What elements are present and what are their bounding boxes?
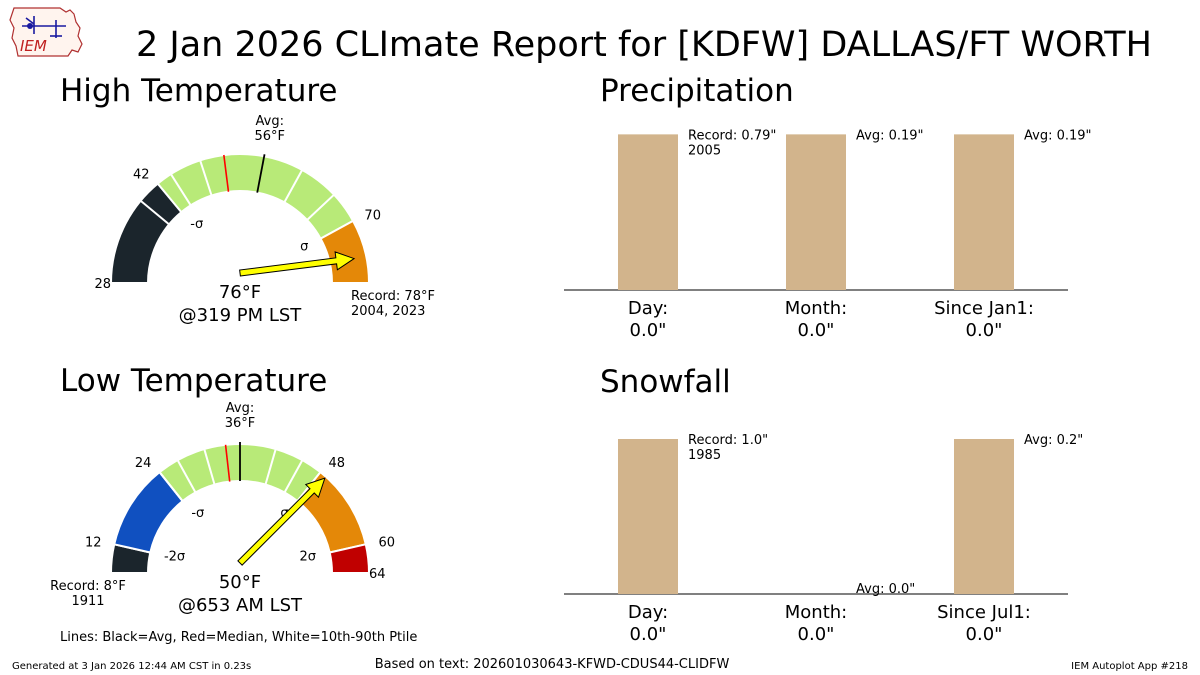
ptile-line [203, 448, 216, 485]
tick-label: 60 [378, 535, 395, 550]
snow-title: Snowfall [600, 364, 731, 400]
record-label: Record: 78°F 2004, 2023 [351, 289, 435, 319]
ptile-line [283, 459, 304, 493]
record-label: Record: 8°F 1911 [50, 579, 126, 609]
observed-needle [237, 477, 326, 566]
bar-annotation: Avg: 0.19" [856, 128, 924, 143]
category-label: Since Jan1: 0.0" [934, 298, 1034, 341]
gauge-band-normal [156, 153, 355, 241]
sigma-label: σ [280, 506, 288, 521]
avg-line [256, 154, 266, 193]
snow-chart: Record: 1.0" 1985 Day: 0.0" Avg: 0.0" Month: 0… [564, 433, 1083, 645]
observed-value: 50°F [219, 572, 261, 593]
bar [618, 439, 678, 594]
precip-chart: Record: 0.79" 2005 Day: 0.0" Avg: 0.19" Month… [564, 128, 1092, 341]
tick-label: 70 [364, 209, 381, 224]
sigma-label: -σ [190, 217, 203, 232]
bar-annotation: Record: 0.79" 2005 [688, 128, 776, 158]
category-label: Day: 0.0" [628, 602, 668, 645]
median-line [224, 444, 231, 482]
page-title: 2 Jan 2026 CLImate Report for [KDFW] DAL… [136, 25, 1152, 65]
ptile-line [176, 459, 197, 493]
avg-label: Avg: 36°F [225, 401, 256, 431]
bar [954, 134, 1014, 290]
low-temp-gauge: Avg: 36°F 12 24 48 60 64 -σ -2σ σ 2σ 50°F@653 AM LS… [50, 401, 395, 616]
iem-logo: IEM [9, 7, 83, 57]
observed-value: 76°F [219, 282, 261, 303]
high-temp-title: High Temperature [60, 73, 337, 109]
sigma-label: σ [300, 239, 308, 254]
ptile-line [264, 448, 277, 485]
category-label: Since Jul1: 0.0" [937, 602, 1031, 645]
tick-label: 28 [94, 277, 111, 292]
low-temp-title: Low Temperature [60, 363, 327, 399]
observed-needle [239, 251, 356, 277]
footer-app: IEM Autoplot App #218 [1071, 661, 1188, 672]
bar-annotation: Avg: 0.2" [1024, 433, 1083, 448]
tick-label: 12 [85, 535, 102, 550]
gauge-band-above_1sigma [319, 219, 371, 284]
ptile-line [283, 169, 304, 203]
sigma-label: -2σ [164, 550, 185, 565]
sigma-label: -σ [191, 506, 204, 521]
category-label: Month: 0.0" [785, 298, 847, 341]
sigma-label: 2σ [300, 550, 317, 565]
ptile-line [199, 160, 213, 196]
bar [954, 439, 1014, 594]
precip-title: Precipitation [600, 73, 794, 109]
category-label: Month: 0.0" [785, 602, 847, 645]
bar [618, 134, 678, 290]
ptile-line [158, 471, 184, 502]
bar-annotation: Avg: 0.0" [856, 582, 915, 597]
logo-text: IEM [20, 37, 47, 55]
avg-label: Avg: 56°F [255, 114, 286, 144]
tick-label: 24 [135, 456, 152, 471]
ptile-line [170, 173, 192, 206]
footer-source: Based on text: 202601030643-KFWD-CDUS44-… [375, 657, 730, 672]
high-temp-gauge: Avg: 56°F 28 42 70 -σ σ 76°F@319 PM LST Record: … [94, 114, 435, 326]
median-line [223, 154, 230, 192]
footer-generated: Generated at 3 Jan 2026 12:44 AM CST in … [12, 661, 251, 672]
observed-time: @653 AM LST [178, 595, 303, 616]
gauge-band-above_2sigma [328, 543, 371, 574]
tick-label: 42 [133, 168, 150, 183]
ptile-line [139, 200, 170, 226]
category-label: Day: 0.0" [628, 298, 668, 341]
tick-label: 64 [369, 567, 386, 582]
tick-label: 48 [329, 456, 346, 471]
observed-time: @319 PM LST [179, 305, 303, 326]
bar [786, 134, 846, 290]
bar-annotation: Avg: 0.19" [1024, 128, 1092, 143]
lines-legend: Lines: Black=Avg, Red=Median, White=10th… [60, 630, 417, 645]
bar-annotation: Record: 1.0" 1985 [688, 433, 768, 463]
ptile-line [306, 193, 335, 221]
